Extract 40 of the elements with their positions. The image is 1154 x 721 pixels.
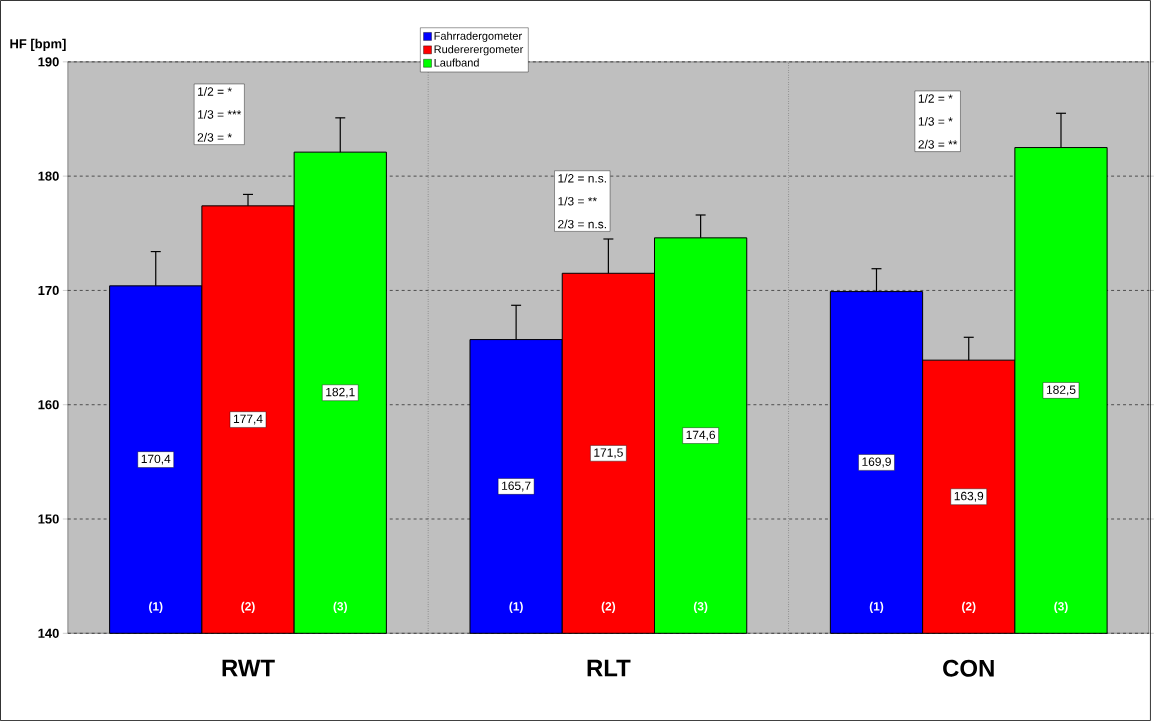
annotation: (3) [333,601,347,613]
annotation: 1/2 = n.s. [558,173,606,183]
data-label: 163,9 [954,491,984,502]
y-tick-label: 160 [38,400,59,410]
annotation: (3) [1054,601,1068,613]
annotation: 1/3 = * [918,116,953,126]
annotation: (2) [601,601,616,613]
data-label: 177,4 [233,414,263,425]
annotation: 1/2 = * [918,93,953,103]
annotation: (1) [869,601,884,613]
y-tick-label: 150 [38,514,59,524]
legend-label: Rudererergometer [434,45,524,56]
annotation: 1/2 = * [198,86,232,96]
x-tick-label: RWT [222,659,275,677]
annotation: (1) [509,601,523,613]
annotation: 1/3 = ** [558,196,597,206]
data-label: 169,9 [862,457,891,468]
y-tick-label: 190 [38,57,59,67]
x-tick-label: CON [943,659,994,677]
y-axis-title: HF [bpm] [10,38,66,51]
data-label: 182,5 [1046,385,1076,396]
annotation: 2/3 = n.s. [558,219,606,229]
data-label: 165,7 [502,481,531,492]
annotation: 2/3 = * [197,132,232,142]
legend-label: Laufband [434,58,479,67]
x-tick-label: RLT [587,659,631,677]
annotation: 2/3 = ** [918,139,958,149]
y-tick-label: 180 [38,171,59,181]
legend-label: Fahrradergometer [434,31,522,42]
data-label: 170,4 [141,454,171,465]
annotation: (1) [149,601,163,613]
data-label: 171,5 [594,448,623,459]
annotation: (2) [241,601,255,613]
annotation: (2) [962,601,976,613]
annotation: (3) [693,601,708,613]
y-tick-label: 140 [38,628,59,638]
data-label: 182,1 [326,387,355,398]
y-tick-label: 170 [38,285,59,295]
data-label: 174,6 [686,430,716,441]
annotation: 1/3 = *** [198,109,242,119]
